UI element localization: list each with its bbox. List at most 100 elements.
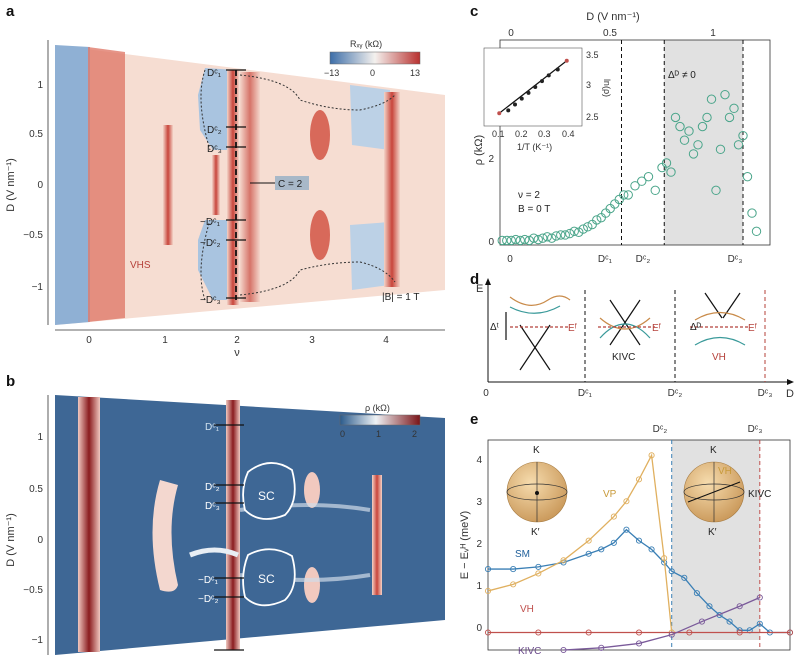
panel-a-chern-box — [275, 176, 309, 190]
panel-d-deltaD: Δᴰ — [690, 322, 702, 333]
panel-b-dc2-top: Dᶜ₂ — [205, 482, 220, 493]
panel-e-k-right: K — [710, 445, 717, 456]
panel-e-kivc-label: KIVC — [518, 646, 541, 657]
panel-c-point-35 — [666, 167, 676, 177]
panel-e-vh-label: VH — [520, 604, 534, 615]
panel-c-delta-label: Δᴰ ≠ 0 — [668, 70, 696, 81]
panel-c-point-38 — [679, 135, 690, 145]
panel-a-ytick-2: 0 — [37, 180, 43, 191]
panel-c-top-xtick-1: 0.5 — [603, 28, 617, 39]
panel-b-sc-bot: SC — [258, 572, 275, 586]
panel-c-point-24 — [605, 203, 615, 214]
panel-e-ytick-3: 1 — [476, 581, 482, 592]
panel-c-point-14 — [560, 230, 570, 240]
panel-b-ytick-0: 1 — [37, 432, 43, 443]
panel-a-stripe-nu1-75 — [212, 155, 220, 215]
panel-a-field-label: |B| = 1 T — [382, 292, 420, 303]
panel-e-point-vp-2 — [535, 570, 542, 577]
panel-c-point-10 — [542, 232, 552, 242]
panel-e-ytick-2: 2 — [476, 539, 482, 550]
panel-c-point-31 — [643, 171, 654, 182]
panel-e-point-vp-0 — [484, 587, 492, 594]
panel-c-point-2 — [506, 235, 516, 246]
panel-e-point-vh-5 — [736, 629, 743, 636]
panel-a-ylabel: D (V nm⁻¹) — [5, 158, 17, 211]
panel-a-chern-label: C = 2 — [278, 179, 303, 190]
panel-b-dc3-top: Dᶜ₃ — [205, 501, 220, 512]
panel-c-point-54 — [751, 226, 762, 237]
panel-b-ytick-3: −0.5 — [23, 585, 43, 596]
panel-e-series — [484, 452, 794, 654]
panel-a-stripe-nu1 — [163, 125, 173, 245]
panel-e-kivc-sphere: KIVC — [748, 489, 771, 500]
panel-c-inset-ytick-2: 2.5 — [586, 112, 599, 122]
panel-b-dc1-bot: −Dᶜ₁ — [198, 575, 219, 586]
panel-c-b-label: B = 0 T — [518, 204, 550, 215]
panel-e-ytick-4: 0 — [476, 623, 482, 634]
panel-d-xtick-dc2: Dᶜ₂ — [668, 388, 683, 399]
panel-a-xtick-2: 2 — [234, 335, 240, 346]
panel-c-point-15 — [565, 228, 575, 239]
panel-a-dc1-bot: −Dᶜ₁ — [200, 217, 221, 228]
panel-e-point-vp-8 — [648, 452, 655, 459]
panel-e-point-sm-9 — [648, 546, 655, 553]
panel-c-point-26 — [614, 194, 624, 205]
panel-c-point-6 — [524, 235, 534, 246]
panel-d-letter: d — [470, 271, 479, 288]
panel-e-point-sm-19 — [756, 620, 763, 627]
panel-d-vh: VH — [712, 352, 726, 363]
panel-e-point-vp-3 — [560, 557, 567, 564]
panel-e-point-vp-9 — [661, 555, 668, 562]
panel-e-letter: e — [470, 411, 478, 428]
panel-c-point-43 — [702, 112, 712, 123]
panel-c-bottom-0: 0 — [507, 254, 513, 265]
panel-a-dc2-top: Dᶜ₂ — [207, 125, 222, 136]
panel-c-point-42 — [697, 121, 708, 132]
panel-c-inset-xtick-3: 0.4 — [562, 129, 575, 139]
panel-c-point-44 — [706, 94, 717, 104]
panel-a-blue-left — [55, 45, 90, 325]
panel-c-inset-point-9 — [564, 58, 569, 63]
panel-e-point-kivc-4 — [698, 618, 705, 625]
panel-c-top-xlabel: D (V nm⁻¹) — [586, 11, 639, 23]
panel-a-blue-nu4-top — [350, 85, 390, 150]
panel-c-points — [497, 89, 762, 246]
panel-a-stripe-nu2 — [227, 70, 239, 305]
panel-c-inset-xlabel: 1/T (K⁻¹) — [517, 142, 552, 152]
panel-a-blob-nu3-top — [310, 110, 330, 160]
panel-d-xtick-dc3: Dᶜ₃ — [758, 388, 773, 399]
panel-a-dc1-top: Dᶜ₁ — [207, 68, 222, 79]
panel-a-blue-lobe-top — [198, 68, 236, 150]
panel-c-point-36 — [670, 112, 681, 123]
panel-a-letter: a — [6, 3, 15, 20]
panel-e-point-vh-6 — [786, 629, 794, 636]
panel-e-kp-left: K′ — [531, 527, 540, 538]
panel-e-line-kivc — [563, 596, 761, 651]
panel-c-inset-point-8 — [555, 67, 560, 72]
panel-c-point-23 — [601, 208, 611, 218]
panel-a-cb-tick-1: 0 — [370, 68, 375, 78]
panel-e-point-kivc-1 — [598, 644, 605, 651]
panel-a-dc-ticks — [226, 69, 246, 299]
panel-c-critical-lines — [621, 40, 744, 245]
panel-c-inset-point-1 — [506, 108, 511, 113]
panel-a-stripe-nu4 — [384, 92, 400, 287]
panel-c-point-13 — [556, 230, 566, 240]
panel-b-dc3-bot: −Dᶜ₃ — [198, 647, 219, 657]
panel-c-inset-ytick-0: 3.5 — [586, 50, 599, 60]
panel-c-point-29 — [630, 181, 640, 191]
panel-c-inset-point-7 — [546, 73, 551, 78]
panel-b-blob-bot — [304, 567, 320, 603]
panel-c-point-52 — [742, 171, 753, 182]
panel-b-ytick-2: 0 — [37, 535, 43, 546]
panel-d-ef3: Eᶠ — [748, 323, 758, 334]
panel-d-region-2 — [598, 299, 655, 346]
panel-c-point-18 — [578, 224, 588, 234]
panel-d-delta1: Δᵗ — [490, 322, 499, 333]
panel-b-ylabel: D (V nm⁻¹) — [5, 513, 17, 566]
panel-c-ytick-1: 2 — [488, 154, 494, 165]
panel-d: d E D 0 Dᶜ₁ Dᶜ₂ Dᶜ₃ Δᵗ Eᶠ — [470, 271, 794, 400]
panel-b-stripe-right — [372, 475, 382, 595]
panel-e-point-sm-14 — [706, 603, 713, 610]
panel-b-cb-tick-1: 1 — [376, 429, 381, 439]
